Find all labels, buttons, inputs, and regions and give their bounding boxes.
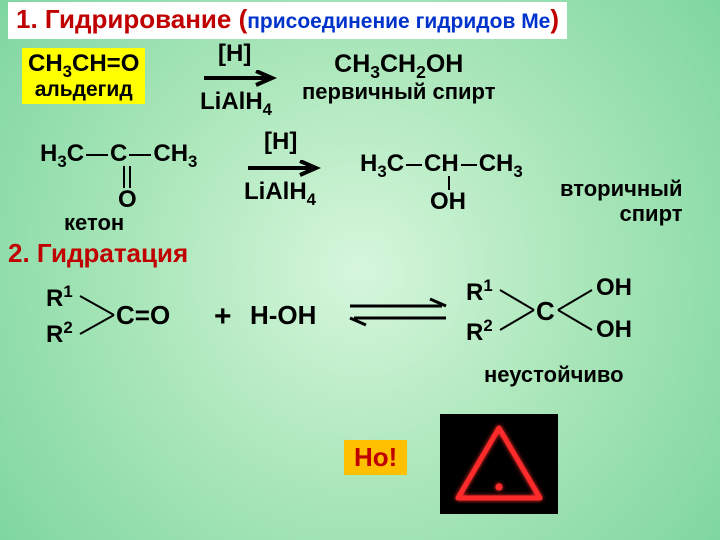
sub: 3 xyxy=(188,152,197,171)
r1-reagent-formula: CH3CH=O xyxy=(28,50,139,78)
txt: C xyxy=(67,140,84,167)
txt: CH xyxy=(334,50,370,78)
bond xyxy=(127,148,153,162)
r1-reagent-label: альдегид xyxy=(28,78,139,102)
r3-equilibrium-arrows xyxy=(344,296,454,330)
sup: 2 xyxy=(63,318,72,337)
r2-arrow xyxy=(244,160,324,180)
prod-right: CH3 xyxy=(479,150,523,177)
section-2-title: 2. Гидратация xyxy=(8,238,188,269)
sup: 1 xyxy=(483,276,492,295)
r2-arrow-above: [H] xyxy=(264,128,297,156)
r1-product: CH3CH2OH первичный спирт xyxy=(302,50,495,105)
r2-product-OH: OH xyxy=(430,188,466,216)
section-1-title: 1. Гидрирование (присоединение гидридов … xyxy=(8,2,567,39)
r2-arrow-below: LiAlH4 xyxy=(244,178,316,206)
warning-triangle-icon xyxy=(440,414,558,514)
r2-product: H3CCHCH3 xyxy=(360,150,523,178)
txt: H xyxy=(40,140,57,167)
txt: CH xyxy=(153,140,188,167)
txt: R xyxy=(466,319,483,346)
title-suffix: ) xyxy=(550,4,559,34)
txt: R xyxy=(466,279,483,306)
title-sub: присоединение гидридов Ме xyxy=(247,10,550,33)
r3-right-R2: R2 xyxy=(466,316,493,347)
r1-arrow xyxy=(200,70,280,90)
txt: LiAlH xyxy=(244,178,307,205)
sub: 4 xyxy=(263,100,272,119)
r1-reagent-box: CH3CH=O альдегид xyxy=(22,48,145,104)
txt: CH xyxy=(479,150,514,177)
r3-plus: + xyxy=(214,300,232,334)
ketone-left: H3C xyxy=(40,140,84,167)
warning-sign xyxy=(440,414,558,514)
prod-center: CH xyxy=(424,150,459,177)
r2-product-label: вторичный спирт xyxy=(560,176,683,227)
sub: 3 xyxy=(57,152,66,171)
bond xyxy=(404,158,424,172)
txt: OH xyxy=(426,50,464,78)
sub: 3 xyxy=(377,162,386,181)
r2-ketone: H3CCCH3 xyxy=(40,140,197,168)
but-box: Но! xyxy=(344,440,407,475)
r3-right-bonds-right xyxy=(556,284,596,336)
r1-product-formula: CH3CH2OH xyxy=(302,50,495,79)
r3-water: H-OH xyxy=(250,300,316,331)
ketone-center: C xyxy=(110,140,127,167)
txt: R xyxy=(46,321,63,348)
r2-product-label-l2: спирт xyxy=(560,201,683,226)
r3-left-R2: R2 xyxy=(46,318,73,349)
txt: CH xyxy=(380,50,416,78)
r2-product-label-l1: вторичный xyxy=(560,176,683,201)
title-prefix: 1. Гидрирование ( xyxy=(16,4,247,34)
r1-product-label: первичный спирт xyxy=(302,79,495,105)
r3-left-R1: R1 xyxy=(46,282,73,313)
r1-arrow-below: LiAlH4 xyxy=(200,88,272,116)
txt: C xyxy=(387,150,404,177)
sub: 3 xyxy=(513,162,522,181)
sub: 4 xyxy=(307,190,316,209)
bond xyxy=(84,148,110,162)
prod-left: H3C xyxy=(360,150,404,177)
r3-left-bonds xyxy=(78,290,118,340)
ketone-right: CH3 xyxy=(153,140,197,167)
sup: 1 xyxy=(63,282,72,301)
r3-right-bonds-left xyxy=(498,284,538,336)
r3-right-C: C xyxy=(536,296,555,327)
r1-arrow-above: [H] xyxy=(218,40,251,68)
txt: R xyxy=(46,285,63,312)
r3-right-R1: R1 xyxy=(466,276,493,307)
bond xyxy=(459,158,479,172)
r3-right-OH1: OH xyxy=(596,274,632,302)
txt: CH xyxy=(28,50,63,77)
txt: CH=O xyxy=(72,50,139,77)
r3-right-OH2: OH xyxy=(596,316,632,344)
sup: 2 xyxy=(483,316,492,335)
r2-ketone-label: кетон xyxy=(64,210,124,236)
txt: LiAlH xyxy=(200,88,263,115)
txt: H xyxy=(360,150,377,177)
r3-right-label: неустойчиво xyxy=(484,362,624,388)
r3-left-CO: C=O xyxy=(116,300,170,331)
